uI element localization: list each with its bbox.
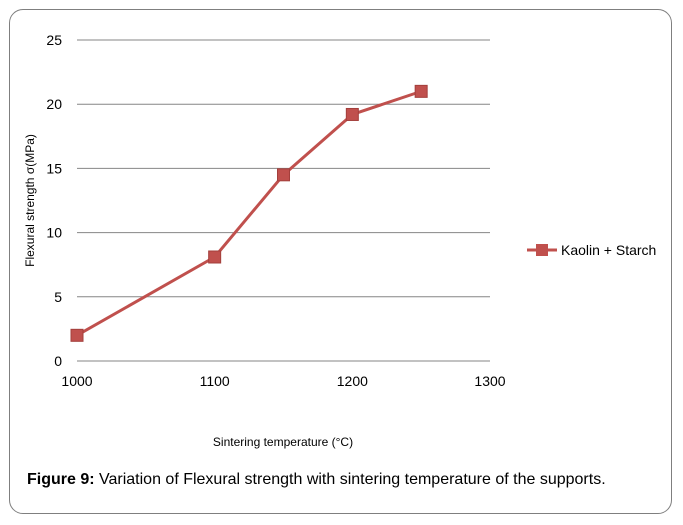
x-axis-title: Sintering temperature (°C) [213,435,353,449]
y-tick-labels: 0 5 10 15 20 25 [46,32,62,369]
data-point-marker [208,250,222,264]
legend: Kaolin + Starch [527,242,656,258]
y-tick-label: 25 [46,32,62,48]
legend-marker [536,244,548,256]
y-tick-label: 10 [46,225,62,241]
x-tick-label: 1100 [200,373,230,389]
y-tick-label: 5 [54,289,62,305]
x-tick-label: 1200 [337,373,368,389]
series-group [70,84,428,342]
x-tick-labels: 1000 1100 1200 1300 [61,373,505,389]
x-tick-label: 1300 [474,373,505,389]
figure-frame [9,9,672,514]
y-tick-label: 20 [46,96,62,112]
x-tick-label: 1000 [61,373,92,389]
figure-caption: Figure 9: Variation of Flexural strength… [27,470,664,490]
caption-label: Figure 9: [27,471,95,488]
y-tick-label: 0 [54,353,62,369]
data-point-marker [70,328,84,342]
legend-label: Kaolin + Starch [561,242,656,258]
y-axis-title: Flexural strength σ(MPa) [23,134,37,267]
chart: 0 5 10 15 20 25 1000 1100 1200 1300 Flexural str… [23,32,656,449]
series-line [76,89,422,337]
y-tick-label: 15 [46,160,62,176]
data-point-marker [414,84,428,98]
data-point-marker [277,168,290,182]
data-point-marker [345,107,359,121]
caption-text: Variation of Flexural strength with sint… [94,471,606,488]
